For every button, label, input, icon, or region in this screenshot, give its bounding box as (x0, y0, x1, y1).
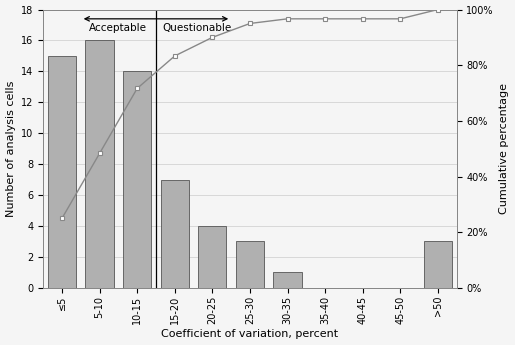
Y-axis label: Number of analysis cells: Number of analysis cells (6, 80, 15, 217)
X-axis label: Coefficient of variation, percent: Coefficient of variation, percent (161, 329, 338, 339)
Bar (424, 241, 452, 288)
Bar (236, 241, 264, 288)
Bar (48, 56, 76, 288)
Bar (161, 180, 189, 288)
Text: Questionable: Questionable (163, 23, 232, 33)
Bar (85, 40, 114, 288)
Y-axis label: Cumulative percentage: Cumulative percentage (500, 83, 509, 214)
Bar (123, 71, 151, 288)
Bar (198, 226, 227, 288)
Text: Acceptable: Acceptable (90, 23, 147, 33)
Bar (273, 273, 302, 288)
